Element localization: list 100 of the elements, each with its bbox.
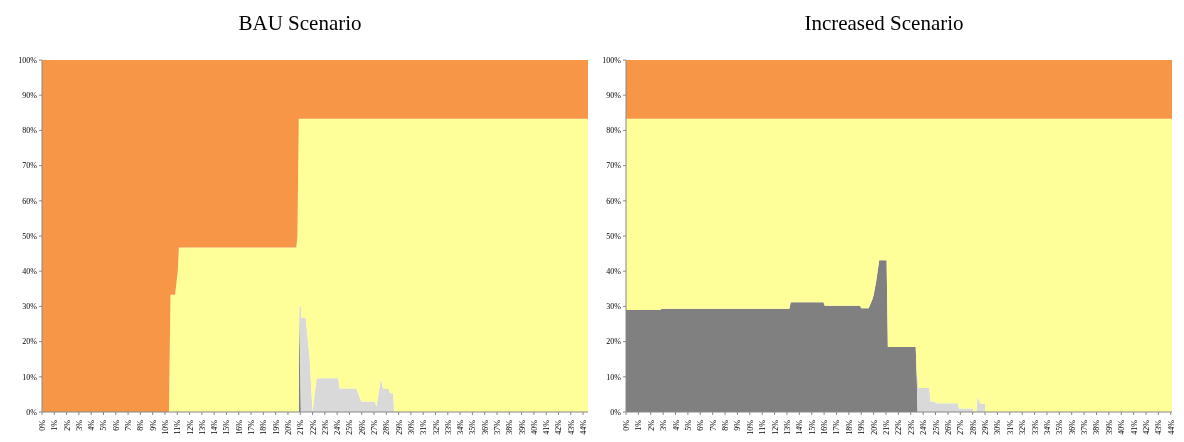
- x-tick-label: 2%: [62, 419, 72, 431]
- x-tick-label: 32%: [1018, 419, 1028, 435]
- x-tick-label: 30%: [406, 419, 416, 435]
- x-tick-label: 38%: [505, 419, 515, 435]
- x-tick-label: 7%: [708, 419, 718, 431]
- x-tick-label: 27%: [956, 419, 966, 435]
- y-tick-label: 10%: [22, 372, 38, 382]
- x-tick-label: 18%: [844, 419, 854, 435]
- x-tick-label: 17%: [832, 419, 842, 435]
- x-tick-label: 33%: [1030, 419, 1040, 435]
- x-tick-label: 4%: [87, 419, 97, 431]
- x-tick-label: 8%: [136, 419, 146, 431]
- y-tick-label: 30%: [22, 302, 38, 312]
- x-tick-label: 21%: [882, 419, 891, 435]
- x-tick-label: 25%: [931, 419, 941, 435]
- x-tick-label: 24%: [919, 419, 929, 435]
- x-tick-label: 32%: [431, 419, 441, 435]
- x-tick-label: 30%: [993, 419, 1003, 435]
- x-tick-label: 19%: [857, 419, 867, 435]
- x-tick-label: 14%: [795, 419, 805, 435]
- x-tick-label: 13%: [197, 419, 207, 435]
- x-tick-label: 22%: [308, 419, 318, 435]
- x-tick-label: 40%: [529, 419, 539, 435]
- x-tick-label: 13%: [782, 419, 792, 435]
- y-tick-label: 80%: [606, 126, 622, 136]
- x-tick-label: 21%: [296, 419, 306, 435]
- x-tick-label: 23%: [906, 419, 916, 435]
- x-tick-label: 10%: [160, 419, 170, 435]
- x-tick-label: 19%: [271, 419, 281, 435]
- x-tick-label: 33%: [443, 419, 453, 435]
- y-tick-label: 100%: [602, 55, 622, 65]
- x-tick-label: 43%: [566, 419, 576, 435]
- x-tick-label: 25%: [345, 419, 355, 435]
- x-tick-label: 3%: [74, 419, 84, 431]
- y-tick-label: 60%: [22, 196, 38, 206]
- x-tick-label: 40%: [1117, 419, 1127, 435]
- x-tick-label: 0%: [38, 419, 47, 431]
- x-tick-label: 23%: [320, 419, 330, 435]
- x-tick-label: 20%: [869, 419, 879, 435]
- x-tick-label: 6%: [111, 419, 121, 431]
- y-tick-label: 40%: [606, 267, 622, 277]
- x-tick-label: 9%: [733, 419, 743, 431]
- x-tick-label: 12%: [185, 419, 195, 435]
- x-tick-label: 31%: [419, 419, 429, 435]
- y-tick-label: 20%: [22, 337, 38, 347]
- x-tick-label: 8%: [721, 419, 731, 431]
- y-tick-label: 0%: [610, 407, 622, 417]
- x-tick-label: 37%: [493, 419, 502, 435]
- y-tick-label: 40%: [22, 267, 38, 277]
- y-tick-label: 50%: [22, 231, 38, 241]
- x-tick-label: 29%: [981, 419, 991, 435]
- y-tick-label: 80%: [22, 126, 38, 136]
- y-tick-label: 90%: [606, 91, 622, 101]
- x-tick-label: 39%: [1104, 419, 1114, 435]
- y-tick-label: 70%: [22, 161, 38, 171]
- x-tick-label: 15%: [807, 419, 817, 435]
- y-tick-label: 100%: [18, 55, 38, 65]
- x-tick-label: 7%: [124, 419, 134, 431]
- x-tick-label: 31%: [1005, 419, 1015, 435]
- y-tick-label: 30%: [606, 302, 622, 312]
- x-tick-label: 41%: [542, 419, 552, 435]
- x-tick-label: 26%: [943, 419, 953, 435]
- x-tick-label: 36%: [1067, 419, 1077, 435]
- x-tick-label: 42%: [554, 419, 564, 435]
- x-tick-label: 1%: [50, 419, 60, 431]
- x-tick-label: 42%: [1142, 419, 1151, 435]
- x-tick-label: 26%: [357, 419, 367, 435]
- y-tick-label: 0%: [26, 407, 38, 417]
- x-tick-label: 41%: [1129, 419, 1139, 435]
- x-tick-label: 17%: [247, 419, 257, 435]
- x-tick-label: 11%: [758, 419, 768, 435]
- x-tick-label: 24%: [333, 419, 343, 435]
- y-tick-label: 20%: [606, 337, 622, 347]
- x-tick-label: 9%: [148, 419, 158, 431]
- x-tick-label: 38%: [1092, 419, 1102, 435]
- x-tick-label: 5%: [683, 419, 693, 431]
- x-tick-label: 15%: [222, 419, 232, 435]
- x-tick-label: 36%: [480, 419, 490, 435]
- x-tick-label: 34%: [1042, 419, 1052, 435]
- x-tick-label: 44%: [579, 419, 589, 435]
- x-tick-label: 43%: [1154, 419, 1164, 435]
- y-tick-label: 50%: [606, 231, 622, 241]
- x-tick-label: 34%: [456, 419, 466, 435]
- y-tick-label: 60%: [606, 196, 622, 206]
- chart-title: Increased Scenario: [803, 10, 965, 37]
- x-tick-label: 14%: [210, 419, 220, 435]
- chart-title: BAU Scenario: [237, 10, 363, 37]
- x-tick-label: 44%: [1166, 419, 1176, 435]
- x-tick-label: 39%: [517, 419, 527, 435]
- y-tick-label: 70%: [606, 161, 622, 171]
- x-tick-label: 18%: [259, 419, 269, 435]
- x-tick-label: 28%: [382, 419, 392, 435]
- y-tick-label: 90%: [22, 91, 38, 101]
- x-tick-label: 1%: [634, 419, 644, 431]
- x-tick-label: 2%: [646, 419, 656, 431]
- x-tick-label: 16%: [820, 419, 830, 435]
- x-tick-label: 35%: [468, 419, 478, 435]
- x-tick-label: 10%: [745, 419, 755, 435]
- x-tick-label: 27%: [370, 419, 380, 435]
- x-tick-label: 11%: [173, 419, 183, 435]
